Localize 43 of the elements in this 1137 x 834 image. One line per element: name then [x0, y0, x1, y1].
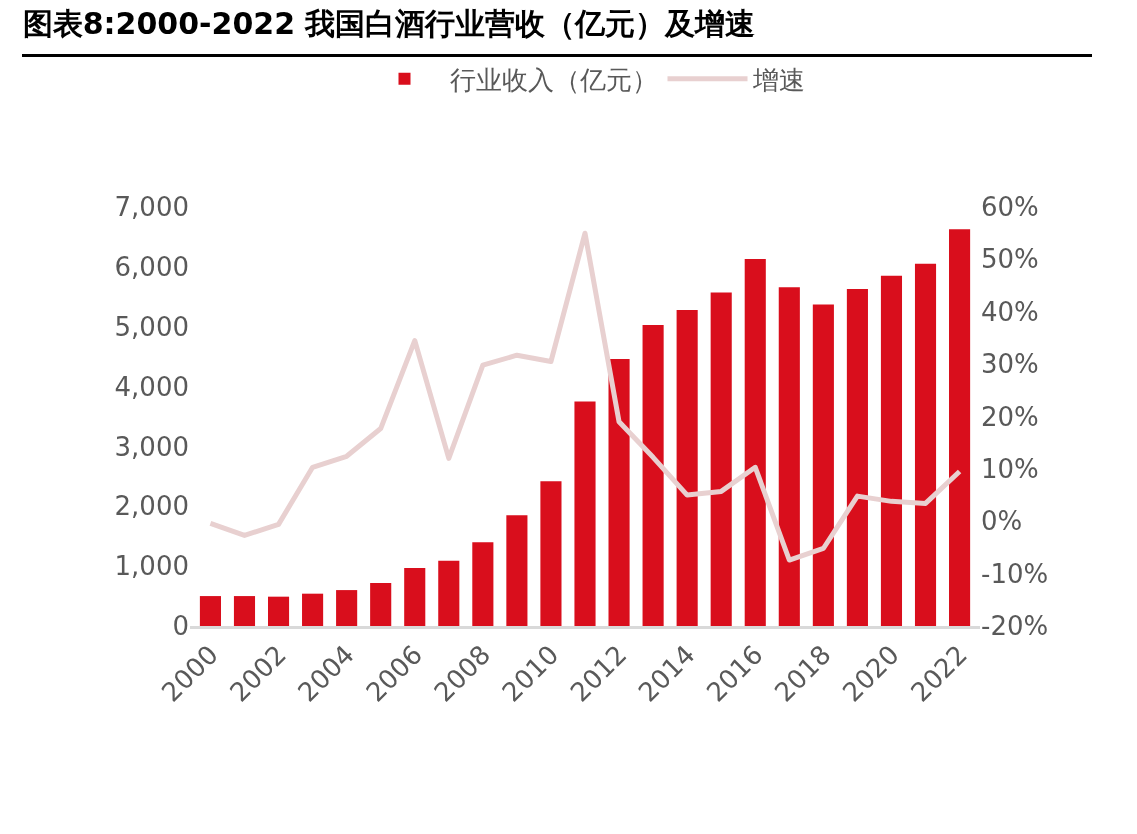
- legend-label: 增速: [751, 64, 805, 95]
- legend-label: 行业收入（亿元）: [449, 64, 658, 95]
- bar: [949, 229, 971, 626]
- y-tick-label: 0: [172, 611, 189, 642]
- bar: [608, 359, 630, 626]
- y2-tick-label: 30%: [981, 349, 1039, 380]
- bar: [574, 401, 596, 626]
- bar: [370, 582, 392, 626]
- y-tick-label: 7,000: [114, 192, 189, 223]
- bar: [642, 324, 664, 626]
- y2-tick-label: -20%: [981, 611, 1049, 642]
- bar: [472, 542, 494, 626]
- y-tick-label: 2,000: [114, 491, 189, 522]
- y2-tick-label: -10%: [981, 558, 1049, 589]
- bar: [506, 515, 528, 626]
- y-tick-label: 6,000: [114, 251, 189, 282]
- bar: [710, 292, 732, 626]
- bar: [812, 304, 834, 626]
- bar: [744, 259, 766, 626]
- y2-tick-label: 60%: [981, 192, 1039, 223]
- y2-tick-label: 10%: [981, 453, 1039, 484]
- bar: [880, 275, 903, 626]
- y-tick-label: 4,000: [114, 371, 189, 402]
- bar: [778, 287, 800, 626]
- y-tick-label: 5,000: [114, 311, 189, 342]
- bar: [267, 596, 290, 626]
- bar: [302, 593, 324, 626]
- y-tick-label: 1,000: [114, 551, 189, 582]
- y2-tick-label: 40%: [981, 296, 1039, 327]
- y2-tick-label: 20%: [981, 401, 1039, 432]
- bar: [914, 263, 937, 626]
- y2-tick-label: 50%: [981, 244, 1039, 275]
- bar: [846, 289, 868, 626]
- chart-title: 图表8:2000-2022 我国白酒行业营收（亿元）及增速: [22, 5, 756, 41]
- bar: [336, 590, 358, 626]
- bar: [438, 560, 460, 626]
- bar: [404, 567, 426, 626]
- bar: [199, 596, 221, 626]
- bar: [540, 481, 562, 626]
- bar: [233, 596, 256, 626]
- y-tick-label: 3,000: [114, 431, 189, 462]
- bar: [676, 309, 698, 626]
- y2-tick-label: 0%: [981, 506, 1023, 537]
